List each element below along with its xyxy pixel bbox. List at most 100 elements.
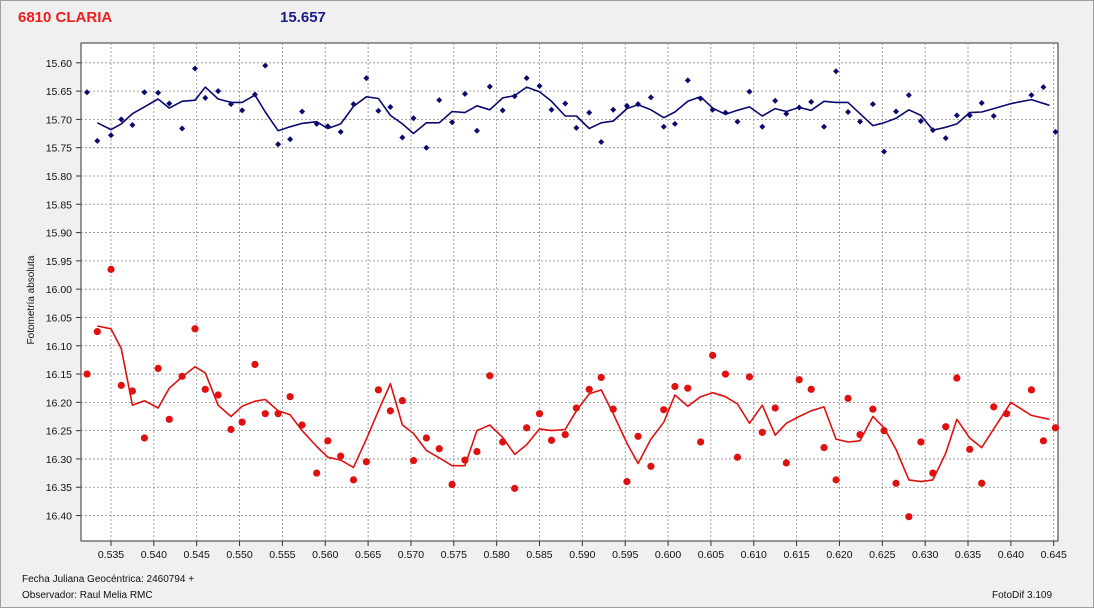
x-tick-label: 0.640: [998, 549, 1024, 561]
series-1-point: [953, 374, 961, 382]
series-0-point: [275, 141, 282, 148]
x-tick-label: 0.555: [269, 549, 295, 561]
series-0-point: [1052, 128, 1059, 135]
series-0-point: [783, 110, 790, 117]
series-0-point: [893, 108, 900, 115]
series-1-point: [523, 424, 531, 432]
data-points: [83, 62, 1060, 521]
y-tick-label: 16.00: [46, 284, 72, 296]
series-1-point: [1039, 437, 1048, 445]
y-tick-label: 16.10: [46, 341, 72, 353]
series-0-point: [929, 127, 936, 134]
series-0-point: [536, 83, 543, 90]
y-tick-label: 15.80: [46, 171, 72, 183]
series-1-point: [227, 425, 235, 434]
series-0-point: [155, 89, 162, 96]
series-0-point: [473, 127, 480, 134]
series-1-point: [671, 382, 679, 391]
series-0-point: [350, 101, 357, 108]
series-0-point: [684, 77, 691, 84]
series-0-point: [313, 120, 320, 127]
series-0-point: [573, 124, 580, 131]
series-0-point: [821, 123, 828, 130]
series-1-point: [609, 405, 617, 413]
series-0-point: [734, 118, 741, 125]
series-0-point: [869, 101, 876, 108]
series-1-point: [892, 479, 900, 487]
y-tick-label: 16.05: [46, 312, 72, 324]
x-tick-label: 0.535: [98, 549, 124, 561]
series-0-point: [722, 109, 729, 116]
series-1-point: [721, 370, 730, 378]
series-1-point: [324, 437, 332, 445]
series-1-point: [535, 410, 544, 418]
x-tick-label: 0.575: [441, 549, 467, 561]
series-1-point: [869, 405, 877, 413]
series-1-point: [386, 407, 394, 415]
series-1-point: [697, 438, 705, 446]
series-1-point: [117, 381, 125, 389]
series-1-point: [178, 372, 186, 380]
object-name: 6810 CLARIA: [18, 9, 113, 26]
series-1-point: [448, 480, 456, 489]
series-0-point: [107, 132, 114, 139]
series-0-point: [978, 99, 985, 106]
series-1-point: [349, 476, 358, 484]
x-tick-label: 0.600: [655, 549, 681, 561]
y-tick-label: 16.40: [46, 511, 72, 523]
series-1-point: [795, 376, 803, 384]
series-1-point: [942, 423, 950, 431]
series-0-point: [523, 75, 530, 82]
comparison-magnitude: 15.657: [280, 9, 326, 26]
series-1-point: [585, 385, 593, 393]
series-1-trend-line: [97, 325, 1050, 483]
x-tick-label: 0.645: [1041, 549, 1067, 561]
series-0-point: [423, 144, 430, 151]
x-tick-label: 0.590: [569, 549, 595, 561]
series-1-point: [561, 431, 569, 439]
series-1-point: [422, 434, 430, 442]
series-0-point: [436, 97, 443, 104]
series-1-point: [660, 406, 668, 414]
series-0-point: [623, 102, 630, 109]
grid: [81, 43, 1058, 541]
observer-label: Observador: Raul Melia RMC: [22, 590, 153, 601]
series-0-point: [833, 68, 840, 75]
series-0-point: [586, 109, 593, 116]
series-0-point: [262, 62, 269, 69]
x-tick-label: 0.565: [355, 549, 381, 561]
series-0-point: [83, 89, 90, 96]
series-1-point: [313, 469, 321, 477]
y-tick-label: 15.95: [46, 256, 72, 268]
series-1-point: [771, 404, 779, 412]
series-0-point: [179, 125, 186, 132]
series-0-point: [1028, 92, 1035, 99]
series-1-point: [647, 462, 655, 470]
series-0-point: [845, 109, 852, 116]
series-0-point: [511, 93, 518, 100]
x-tick-label: 0.615: [783, 549, 809, 561]
series-1-point: [154, 364, 162, 372]
series-1-point: [597, 373, 605, 382]
x-tick-label: 0.625: [869, 549, 895, 561]
series-1-point: [1002, 410, 1011, 418]
series-0-point: [709, 106, 716, 113]
series-1-point: [745, 373, 754, 381]
x-tick-label: 0.580: [484, 549, 510, 561]
series-0-point: [251, 91, 258, 98]
series-1-point: [83, 370, 91, 378]
series-1-point: [929, 469, 937, 477]
y-tick-label: 15.85: [46, 199, 72, 211]
series-1-point: [128, 387, 137, 395]
series-1-point: [461, 456, 469, 464]
series-0-point: [486, 83, 493, 90]
y-axis-label: Fotometría absoluta: [26, 255, 37, 344]
series-1-point: [820, 444, 828, 452]
julian-date-label: Fecha Juliana Geocéntrica: 2460794 +: [22, 574, 195, 585]
series-1-point: [623, 477, 631, 486]
series-0-point: [746, 88, 753, 95]
series-1-point: [572, 404, 580, 412]
series-0-point: [917, 118, 924, 125]
series-1-point: [807, 385, 815, 393]
series-1-point: [1051, 424, 1060, 432]
